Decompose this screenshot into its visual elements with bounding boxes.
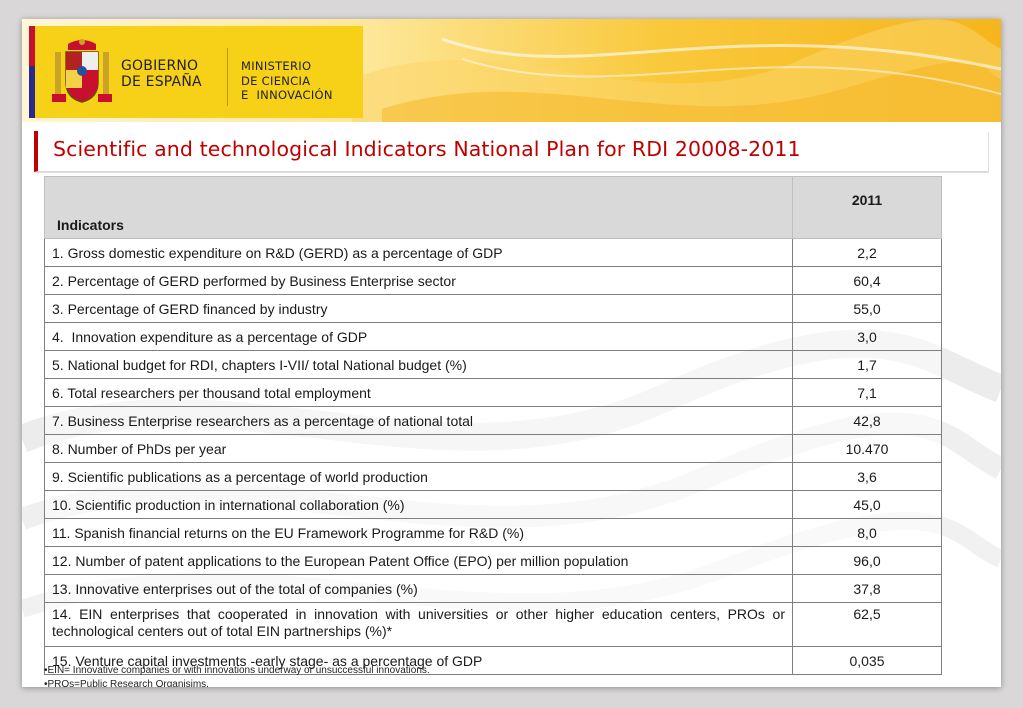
table-row: 10. Scientific production in internation… xyxy=(44,490,942,519)
government-logo: GOBIERNO DE ESPAÑA MINISTERIO DE CIENCIA… xyxy=(29,26,363,118)
indicator-cell: 2. Percentage of GERD performed by Busin… xyxy=(44,266,793,295)
value-cell: 3,0 xyxy=(792,322,942,351)
spanish-flag-strip xyxy=(29,26,41,118)
ministry-line-1: MINISTERIO xyxy=(241,59,312,73)
footnotes: •EIN= Innovative companies or with innov… xyxy=(44,664,430,687)
indicator-cell: 9. Scientific publications as a percenta… xyxy=(44,462,793,491)
header-banner: GOBIERNO DE ESPAÑA MINISTERIO DE CIENCIA… xyxy=(22,19,1001,122)
indicator-cell: 11. Spanish financial returns on the EU … xyxy=(44,518,793,547)
table-row: 6. Total researchers per thousand total … xyxy=(44,378,942,407)
table-row: 7. Business Enterprise researchers as a … xyxy=(44,406,942,435)
indicator-cell: 12. Number of patent applications to the… xyxy=(44,546,793,575)
ministry-line-2: DE CIENCIA xyxy=(241,73,311,88)
table-row: 14. EIN enterprises that cooperated in i… xyxy=(44,602,942,647)
table-row: 13. Innovative enterprises out of the to… xyxy=(44,574,942,603)
value-cell: 10.470 xyxy=(792,434,942,463)
footnote-ein: •EIN= Innovative companies or with innov… xyxy=(44,665,430,676)
indicators-table: Indicators 2011 1. Gross domestic expend… xyxy=(44,176,942,675)
ministry-name: MINISTERIO DE CIENCIA E INNOVACIÓN xyxy=(241,59,333,103)
slide: GOBIERNO DE ESPAÑA MINISTERIO DE CIENCIA… xyxy=(22,19,1001,687)
indicator-cell: 13. Innovative enterprises out of the to… xyxy=(44,574,793,603)
indicator-cell: 15. Venture capital investments -early s… xyxy=(44,646,793,675)
value-cell: 7,1 xyxy=(792,378,942,407)
logo-line-1: GOBIERNO xyxy=(121,58,199,74)
indicator-cell: 14. EIN enterprises that cooperated in i… xyxy=(44,602,793,647)
table-row: 5. National budget for RDI, chapters I-V… xyxy=(44,350,942,379)
table-row: 3. Percentage of GERD financed by indust… xyxy=(44,294,942,323)
value-cell: 96,0 xyxy=(792,546,942,575)
table-row: 1. Gross domestic expenditure on R&D (GE… xyxy=(44,238,942,267)
value-cell: 45,0 xyxy=(792,490,942,519)
column-header-year: 2011 xyxy=(792,176,942,239)
value-cell: 60,4 xyxy=(792,266,942,295)
table-header-row: Indicators 2011 xyxy=(44,176,942,239)
coat-of-arms-icon xyxy=(52,39,112,103)
logo-separator xyxy=(227,48,228,106)
indicator-cell: 3. Percentage of GERD financed by indust… xyxy=(44,294,793,323)
title-bar: Scientific and technological Indicators … xyxy=(34,131,988,172)
footnote-pros: •PROs=Public Research Organisims. xyxy=(44,679,209,687)
indicator-cell: 6. Total researchers per thousand total … xyxy=(44,378,793,407)
value-cell: 62,5 xyxy=(792,602,942,647)
table-row: 8. Number of PhDs per year 10.470 xyxy=(44,434,942,463)
table-row: 15. Venture capital investments -early s… xyxy=(44,646,942,675)
value-cell: 2,2 xyxy=(792,238,942,267)
page-title: Scientific and technological Indicators … xyxy=(53,137,801,161)
value-cell: 3,6 xyxy=(792,462,942,491)
indicator-cell: 7. Business Enterprise researchers as a … xyxy=(44,406,793,435)
table-row: 11. Spanish financial returns on the EU … xyxy=(44,518,942,547)
table-row: 9. Scientific publications as a percenta… xyxy=(44,462,942,491)
indicator-cell: 1. Gross domestic expenditure on R&D (GE… xyxy=(44,238,793,267)
indicator-cell: 10. Scientific production in internation… xyxy=(44,490,793,519)
government-name: GOBIERNO DE ESPAÑA xyxy=(121,58,202,90)
table-row: 4. Innovation expenditure as a percentag… xyxy=(44,322,942,351)
value-cell: 55,0 xyxy=(792,294,942,323)
value-cell: 1,7 xyxy=(792,350,942,379)
value-cell: 0,035 xyxy=(792,646,942,675)
value-cell: 37,8 xyxy=(792,574,942,603)
ministry-line-3: E INNOVACIÓN xyxy=(241,88,333,102)
value-cell: 42,8 xyxy=(792,406,942,435)
table-row: 12. Number of patent applications to the… xyxy=(44,546,942,575)
column-header-indicators: Indicators xyxy=(44,176,793,239)
value-cell: 8,0 xyxy=(792,518,942,547)
banner-waves-decoration xyxy=(352,19,1001,122)
logo-line-2: DE ESPAÑA xyxy=(121,74,202,90)
indicator-cell: 5. National budget for RDI, chapters I-V… xyxy=(44,350,793,379)
table-row: 2. Percentage of GERD performed by Busin… xyxy=(44,266,942,295)
indicator-cell: 8. Number of PhDs per year xyxy=(44,434,793,463)
indicator-cell: 4. Innovation expenditure as a percentag… xyxy=(44,322,793,351)
